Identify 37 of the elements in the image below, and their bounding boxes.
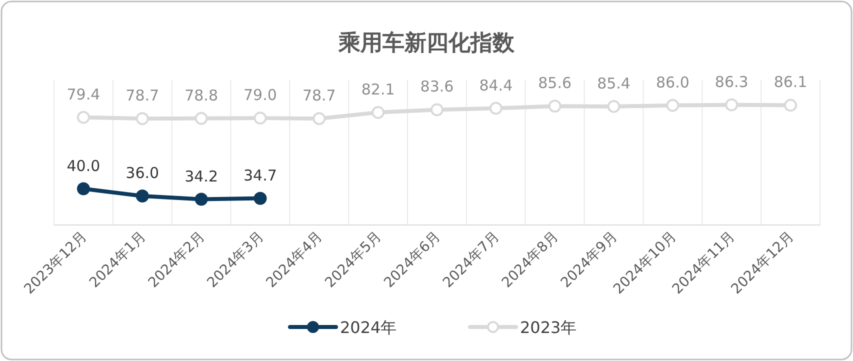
point [194, 112, 208, 125]
data-label: 78.7 [302, 86, 336, 105]
data-label: 83.6 [420, 78, 454, 96]
data-label: 34.7 [244, 166, 277, 184]
point [76, 110, 90, 124]
data-label: 79.4 [66, 85, 100, 104]
point [666, 98, 680, 112]
point [784, 98, 798, 112]
point [430, 103, 444, 116]
point [194, 192, 208, 206]
data-label: 79.0 [244, 86, 277, 104]
point [312, 112, 326, 126]
data-label: 85.4 [597, 74, 630, 92]
data-label: 34.2 [184, 167, 218, 186]
point [489, 102, 502, 115]
point [136, 112, 149, 126]
data-label: 36.0 [126, 164, 160, 182]
legend-label: 2024年 [340, 318, 397, 337]
data-label: 78.8 [184, 86, 218, 104]
point [548, 100, 562, 113]
point [76, 182, 90, 196]
point [254, 192, 267, 205]
data-label: 86.0 [656, 73, 690, 92]
chart-title: 乘用车新四化指数 [338, 30, 516, 56]
point [725, 98, 738, 112]
data-label: 78.7 [126, 86, 160, 105]
data-label: 82.1 [361, 80, 395, 98]
point [607, 100, 620, 113]
point [136, 190, 149, 202]
point [372, 106, 385, 119]
data-label: 86.3 [714, 72, 748, 91]
legend-label: 2023年 [520, 318, 577, 337]
data-label: 86.1 [774, 73, 808, 92]
point [254, 112, 267, 125]
data-label: 84.4 [479, 76, 513, 94]
data-label: 40.0 [66, 156, 100, 175]
data-label: 85.6 [538, 74, 572, 92]
